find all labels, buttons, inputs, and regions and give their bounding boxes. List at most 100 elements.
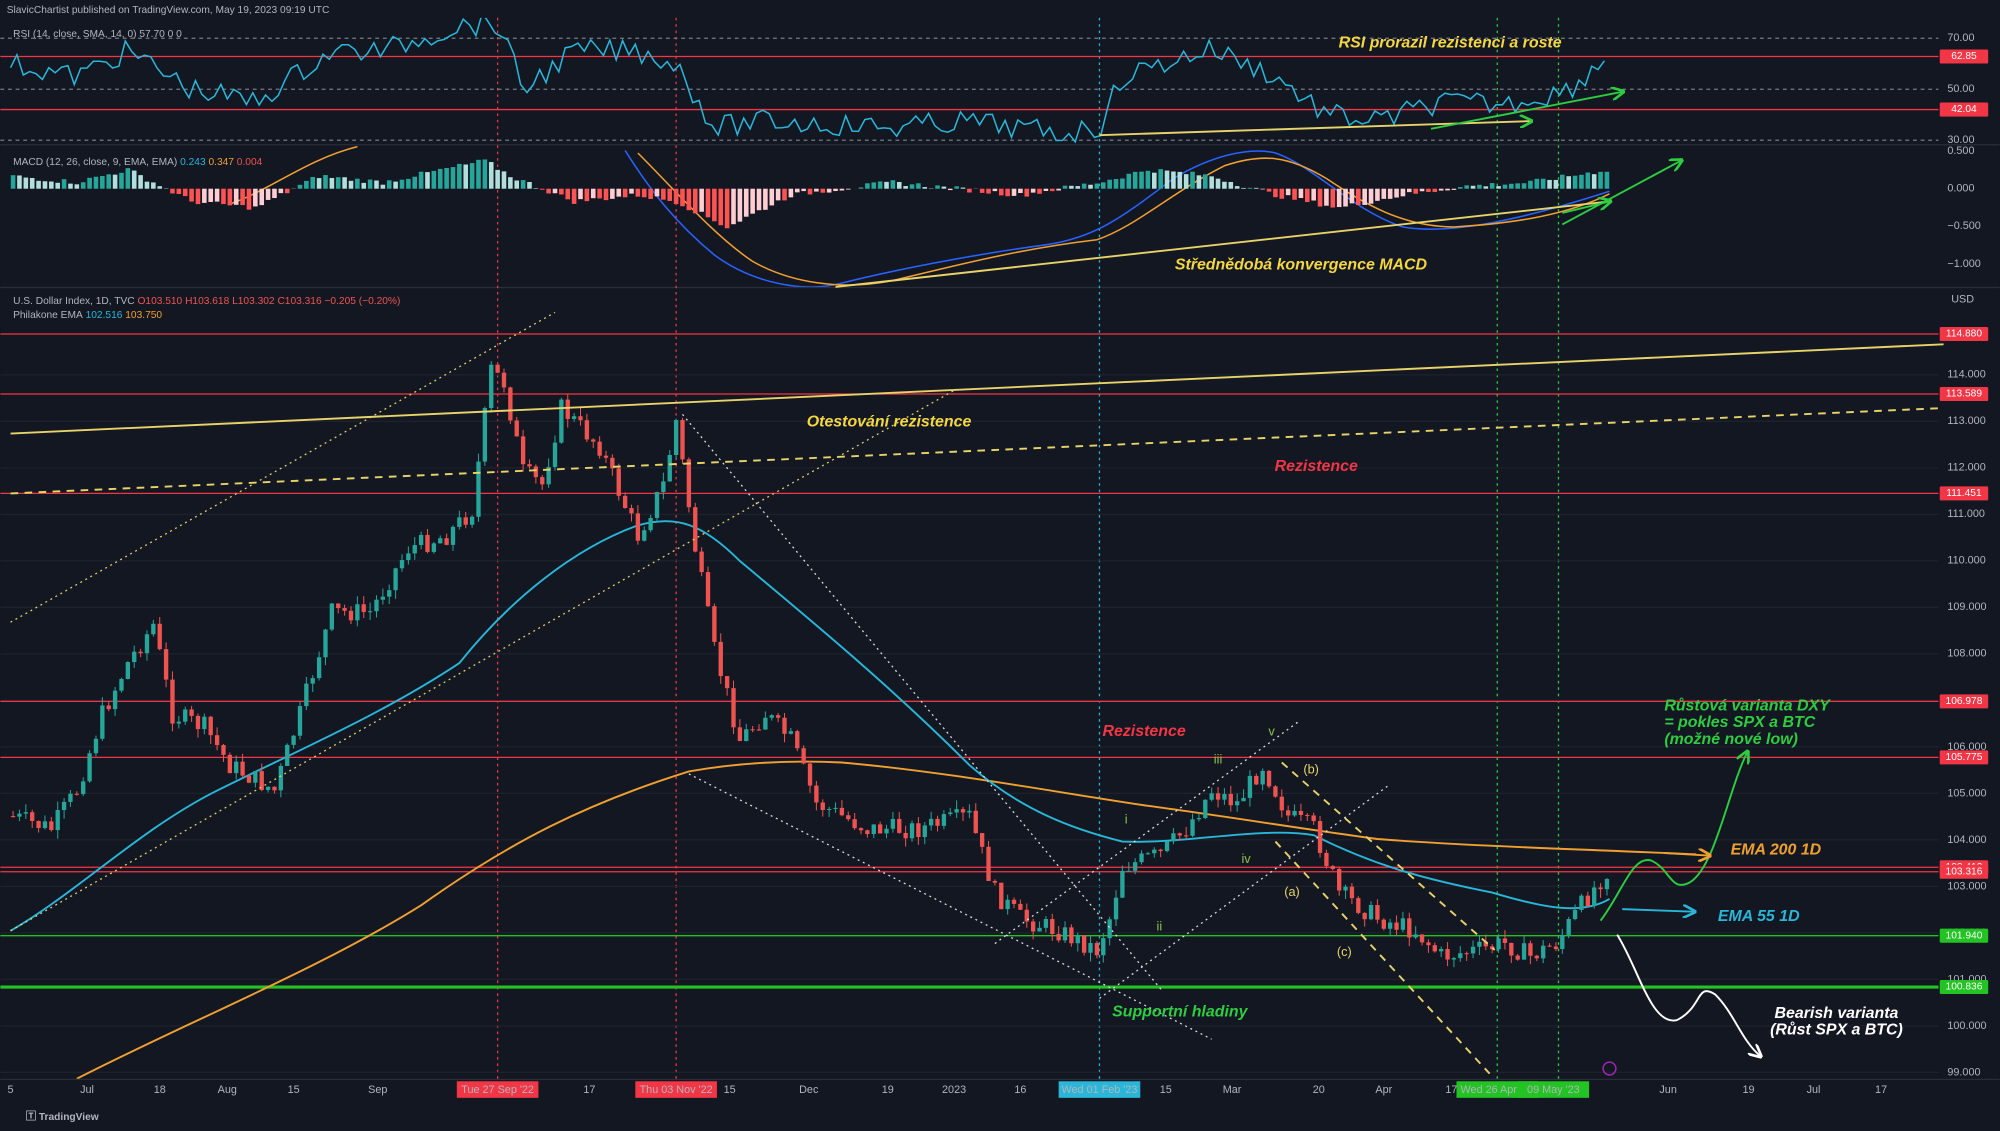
price-tick-label: 110.000 (1947, 555, 1985, 567)
candle-body (1113, 897, 1119, 920)
candle-body (221, 745, 226, 755)
macd-histogram-bar (890, 180, 896, 189)
candle-body (909, 823, 915, 839)
level-box (1939, 980, 1989, 995)
candle-body (425, 534, 430, 552)
candle-body (775, 715, 781, 718)
candle-body (1145, 853, 1151, 855)
macd-histogram-bar (323, 175, 328, 189)
candle-body (1560, 934, 1565, 950)
candle-body (1375, 905, 1380, 920)
candle-body (1419, 934, 1425, 943)
macd-histogram-bar (49, 181, 54, 189)
macd-histogram-bar (202, 188, 207, 203)
candle-body (1050, 919, 1055, 934)
candle-body (826, 808, 832, 810)
level-label: 62.85 (1951, 51, 1977, 62)
price-tick-label: 104.000 (1947, 834, 1986, 846)
bull-projection (1599, 752, 1748, 922)
candle-body (1234, 801, 1240, 806)
candle-body (1305, 814, 1310, 816)
candle-body (1324, 852, 1329, 867)
candle-body (1107, 919, 1112, 939)
annotation: Bearish varianta (1775, 1005, 1899, 1022)
date-markers (496, 17, 1560, 1079)
macd-histogram-bar (406, 178, 411, 189)
macd-histogram-bar (119, 172, 124, 189)
macd-histogram-bar (622, 188, 628, 198)
macd-histogram-bar (1343, 188, 1348, 207)
macd-histogram-bar (329, 177, 335, 189)
time-tick-label: 18 (154, 1084, 166, 1096)
macd-histogram-bar (80, 182, 86, 189)
macd-histogram-bar (1069, 185, 1074, 189)
candle-body (380, 596, 386, 600)
candle-body (1247, 775, 1253, 798)
macd-histogram-bar (884, 181, 889, 189)
candle-body (1598, 887, 1603, 890)
candle-body (763, 717, 768, 730)
event-icon[interactable] (1602, 1061, 1617, 1076)
rsi-pane (9, 17, 1606, 144)
candle-body (87, 753, 92, 782)
candle-body (170, 679, 175, 724)
macd-histogram-bar (380, 184, 386, 189)
candle-body (814, 785, 819, 803)
macd-histogram-bar (1190, 171, 1195, 189)
levels: 70.00 50.00 30.00 62.85 42.04 0.500 0.000 −0.50… (0, 32, 1989, 1078)
candle-body (1177, 833, 1182, 836)
candle-body (189, 709, 194, 716)
wave-label: (c) (1337, 944, 1352, 959)
macd-histogram-bar (1489, 183, 1495, 189)
macd-histogram-bar (1496, 186, 1501, 189)
macd-histogram-bar (431, 170, 437, 189)
macd-histogram-bar (1381, 188, 1387, 199)
macd-histogram-bar (705, 188, 711, 218)
candle-body (68, 793, 73, 802)
macd-histogram-bar (1081, 183, 1087, 189)
candle-body (782, 717, 787, 734)
candle-body (1394, 922, 1399, 930)
macd-histogram-bar (1521, 183, 1527, 189)
macd-histogram-bar (552, 188, 558, 194)
main-legend: U.S. Dollar Index, 1D, TVC O103.510 H103… (13, 296, 400, 307)
macd-histogram-bar (1349, 188, 1355, 204)
macd-histogram-bar (195, 188, 201, 205)
candle-body (724, 676, 730, 689)
macd-histogram-bar (807, 188, 813, 195)
candle-body (106, 705, 111, 710)
macd-histogram-bar (559, 188, 564, 195)
candle-body (807, 763, 813, 786)
rsi-line (9, 17, 1606, 144)
time-tick-label: Wed 26 Apr '23 (1461, 1084, 1535, 1096)
time-tick-label: Tue 27 Sep '22 (461, 1084, 534, 1096)
macd-histogram-bar (1062, 185, 1068, 189)
candle-body (514, 420, 519, 437)
time-tick-label: Mar (1223, 1084, 1242, 1096)
candle-body (884, 828, 889, 834)
macd-histogram-bar (367, 179, 373, 189)
macd-histogram-bar (55, 182, 61, 189)
level-label: 101.940 (1946, 930, 1983, 941)
macd-histogram-bar (482, 159, 488, 189)
candle-body (1330, 866, 1335, 869)
macd-histogram-bar (1088, 184, 1093, 189)
time-tick-label: Apr (1375, 1084, 1392, 1096)
candle-body (387, 590, 392, 597)
macd-histogram-bar (692, 188, 698, 214)
macd-histogram-bar (788, 188, 794, 198)
macd-histogram-bar (654, 188, 660, 197)
candle-body (960, 809, 966, 813)
candle-body (712, 606, 717, 642)
candle-body (42, 821, 48, 829)
macd-histogram-bar (903, 186, 908, 189)
bear-projection (1616, 934, 1760, 1056)
candle-body (1030, 921, 1036, 932)
time-tick-label: Thu 03 Nov '22 (640, 1084, 713, 1096)
candle-body (1222, 793, 1227, 800)
macd-histogram-bar (310, 177, 316, 189)
candle-body (1228, 793, 1233, 806)
candle-body (737, 727, 743, 741)
candle-body (278, 765, 284, 791)
wave-label: iii (1214, 751, 1223, 766)
